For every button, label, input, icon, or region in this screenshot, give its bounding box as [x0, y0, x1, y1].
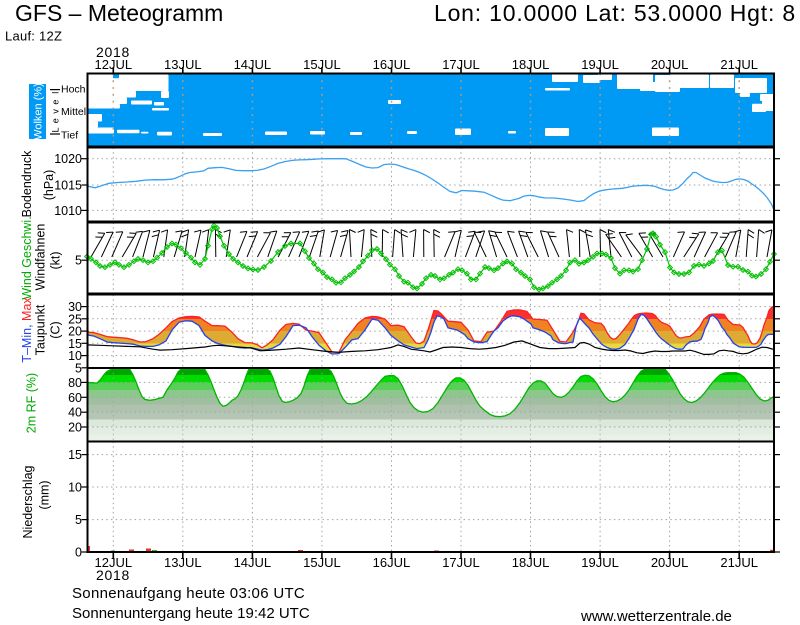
svg-text:12JUL: 12JUL: [95, 57, 133, 72]
svg-text:15JUL: 15JUL: [303, 555, 341, 570]
svg-text:Hoch: Hoch: [61, 84, 86, 96]
svg-text:2018: 2018: [96, 567, 130, 583]
svg-text:Taupunkt: Taupunkt: [34, 304, 48, 355]
svg-text:(kt): (kt): [49, 251, 63, 269]
svg-text:0: 0: [75, 546, 82, 560]
svg-text:GFS – Meteogramm: GFS – Meteogramm: [15, 0, 223, 26]
svg-text:13JUL: 13JUL: [164, 57, 202, 72]
svg-text:2018: 2018: [96, 44, 130, 60]
svg-text:T–Min, Max: T–Min, Max: [20, 297, 34, 363]
svg-text:www.wetterzentrale.de: www.wetterzentrale.de: [580, 608, 732, 625]
svg-text:(hPa): (hPa): [42, 170, 56, 201]
svg-text:15: 15: [68, 448, 82, 462]
svg-text:Lauf: 12Z: Lauf: 12Z: [5, 29, 62, 44]
svg-text:5: 5: [75, 254, 82, 268]
svg-text:17JUL: 17JUL: [442, 57, 480, 72]
svg-text:21JUL: 21JUL: [720, 555, 758, 570]
svg-text:14JUL: 14JUL: [234, 57, 272, 72]
svg-text:30: 30: [68, 300, 82, 314]
svg-text:15: 15: [68, 337, 82, 351]
svg-text:v: v: [51, 109, 61, 114]
svg-text:e: e: [51, 100, 61, 105]
svg-text:5: 5: [75, 361, 82, 375]
svg-text:(C): (C): [49, 321, 63, 338]
svg-text:20JUL: 20JUL: [651, 555, 689, 570]
svg-text:Wolken (%): Wolken (%): [33, 83, 45, 140]
svg-text:12JUL: 12JUL: [95, 555, 133, 570]
svg-text:l: l: [51, 92, 61, 94]
svg-text:20: 20: [68, 325, 82, 339]
svg-text:20: 20: [68, 421, 82, 435]
svg-text:Sonnenaufgang heute 03:06 UTC: Sonnenaufgang heute 03:06 UTC: [72, 585, 305, 602]
svg-text:2m RF (%): 2m RF (%): [25, 373, 39, 433]
svg-text:18JUL: 18JUL: [512, 57, 550, 72]
svg-text:Mittel: Mittel: [61, 106, 86, 118]
svg-text:L: L: [51, 127, 61, 132]
svg-text:Wind Geschwi.: Wind Geschwi.: [20, 216, 34, 299]
svg-text:16JUL: 16JUL: [373, 555, 411, 570]
svg-text:80: 80: [68, 376, 82, 390]
svg-text:17JUL: 17JUL: [442, 555, 480, 570]
svg-text:(mm): (mm): [38, 480, 52, 509]
svg-text:40: 40: [68, 406, 82, 420]
svg-text:15JUL: 15JUL: [303, 57, 341, 72]
svg-text:Windfahnen: Windfahnen: [34, 224, 48, 291]
svg-text:18JUL: 18JUL: [512, 555, 550, 570]
svg-text:1020: 1020: [54, 152, 82, 166]
svg-text:1010: 1010: [54, 204, 82, 218]
svg-text:e: e: [51, 118, 61, 123]
svg-text:16JUL: 16JUL: [373, 57, 411, 72]
svg-text:60: 60: [68, 391, 82, 405]
svg-text:25: 25: [68, 312, 82, 326]
svg-text:Sonnenuntergang heute 19:42 UT: Sonnenuntergang heute 19:42 UTC: [72, 605, 310, 622]
svg-text:Tief: Tief: [61, 130, 78, 142]
svg-text:14JUL: 14JUL: [234, 555, 272, 570]
svg-text:Lon: 10.0000 Lat: 53.0000 Hgt:: Lon: 10.0000 Lat: 53.0000 Hgt: 8: [434, 0, 796, 26]
svg-text:13JUL: 13JUL: [164, 555, 202, 570]
svg-text:5: 5: [75, 513, 82, 527]
svg-text:20JUL: 20JUL: [651, 57, 689, 72]
svg-text:19JUL: 19JUL: [581, 555, 619, 570]
svg-text:Niederschlag: Niederschlag: [21, 465, 35, 538]
svg-text:10: 10: [68, 481, 82, 495]
svg-text:10: 10: [68, 349, 82, 363]
svg-text:1015: 1015: [54, 179, 82, 193]
svg-text:Bodendruck: Bodendruck: [20, 150, 34, 217]
svg-text:21JUL: 21JUL: [720, 57, 758, 72]
svg-text:19JUL: 19JUL: [581, 57, 619, 72]
